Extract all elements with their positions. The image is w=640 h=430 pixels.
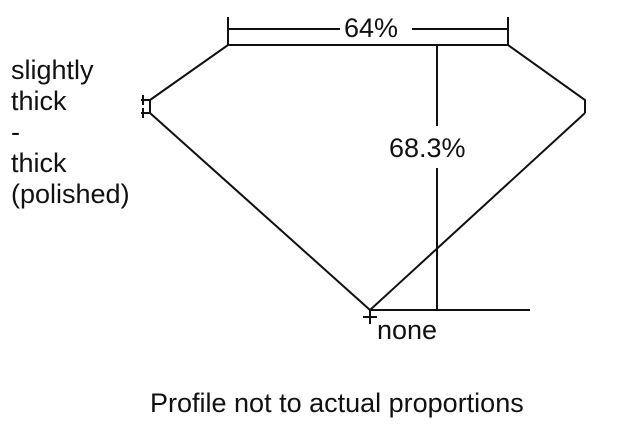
girdle-label-line: (polished) xyxy=(11,179,130,209)
culet-label: none xyxy=(377,315,438,345)
girdle-label-line: thick xyxy=(11,148,67,178)
crown-outline xyxy=(149,44,586,113)
girdle-label-line: slightly xyxy=(11,55,94,85)
depth-percent-label: 68.3% xyxy=(389,133,466,163)
caption: Profile not to actual proportions xyxy=(150,388,524,418)
girdle-label-line: - xyxy=(11,117,20,147)
pavilion-outline xyxy=(149,112,586,312)
girdle-label: slightly thick - thick (polished) xyxy=(11,56,130,211)
girdle-label-line: thick xyxy=(11,86,67,116)
table-percent-label: 64% xyxy=(344,13,399,43)
